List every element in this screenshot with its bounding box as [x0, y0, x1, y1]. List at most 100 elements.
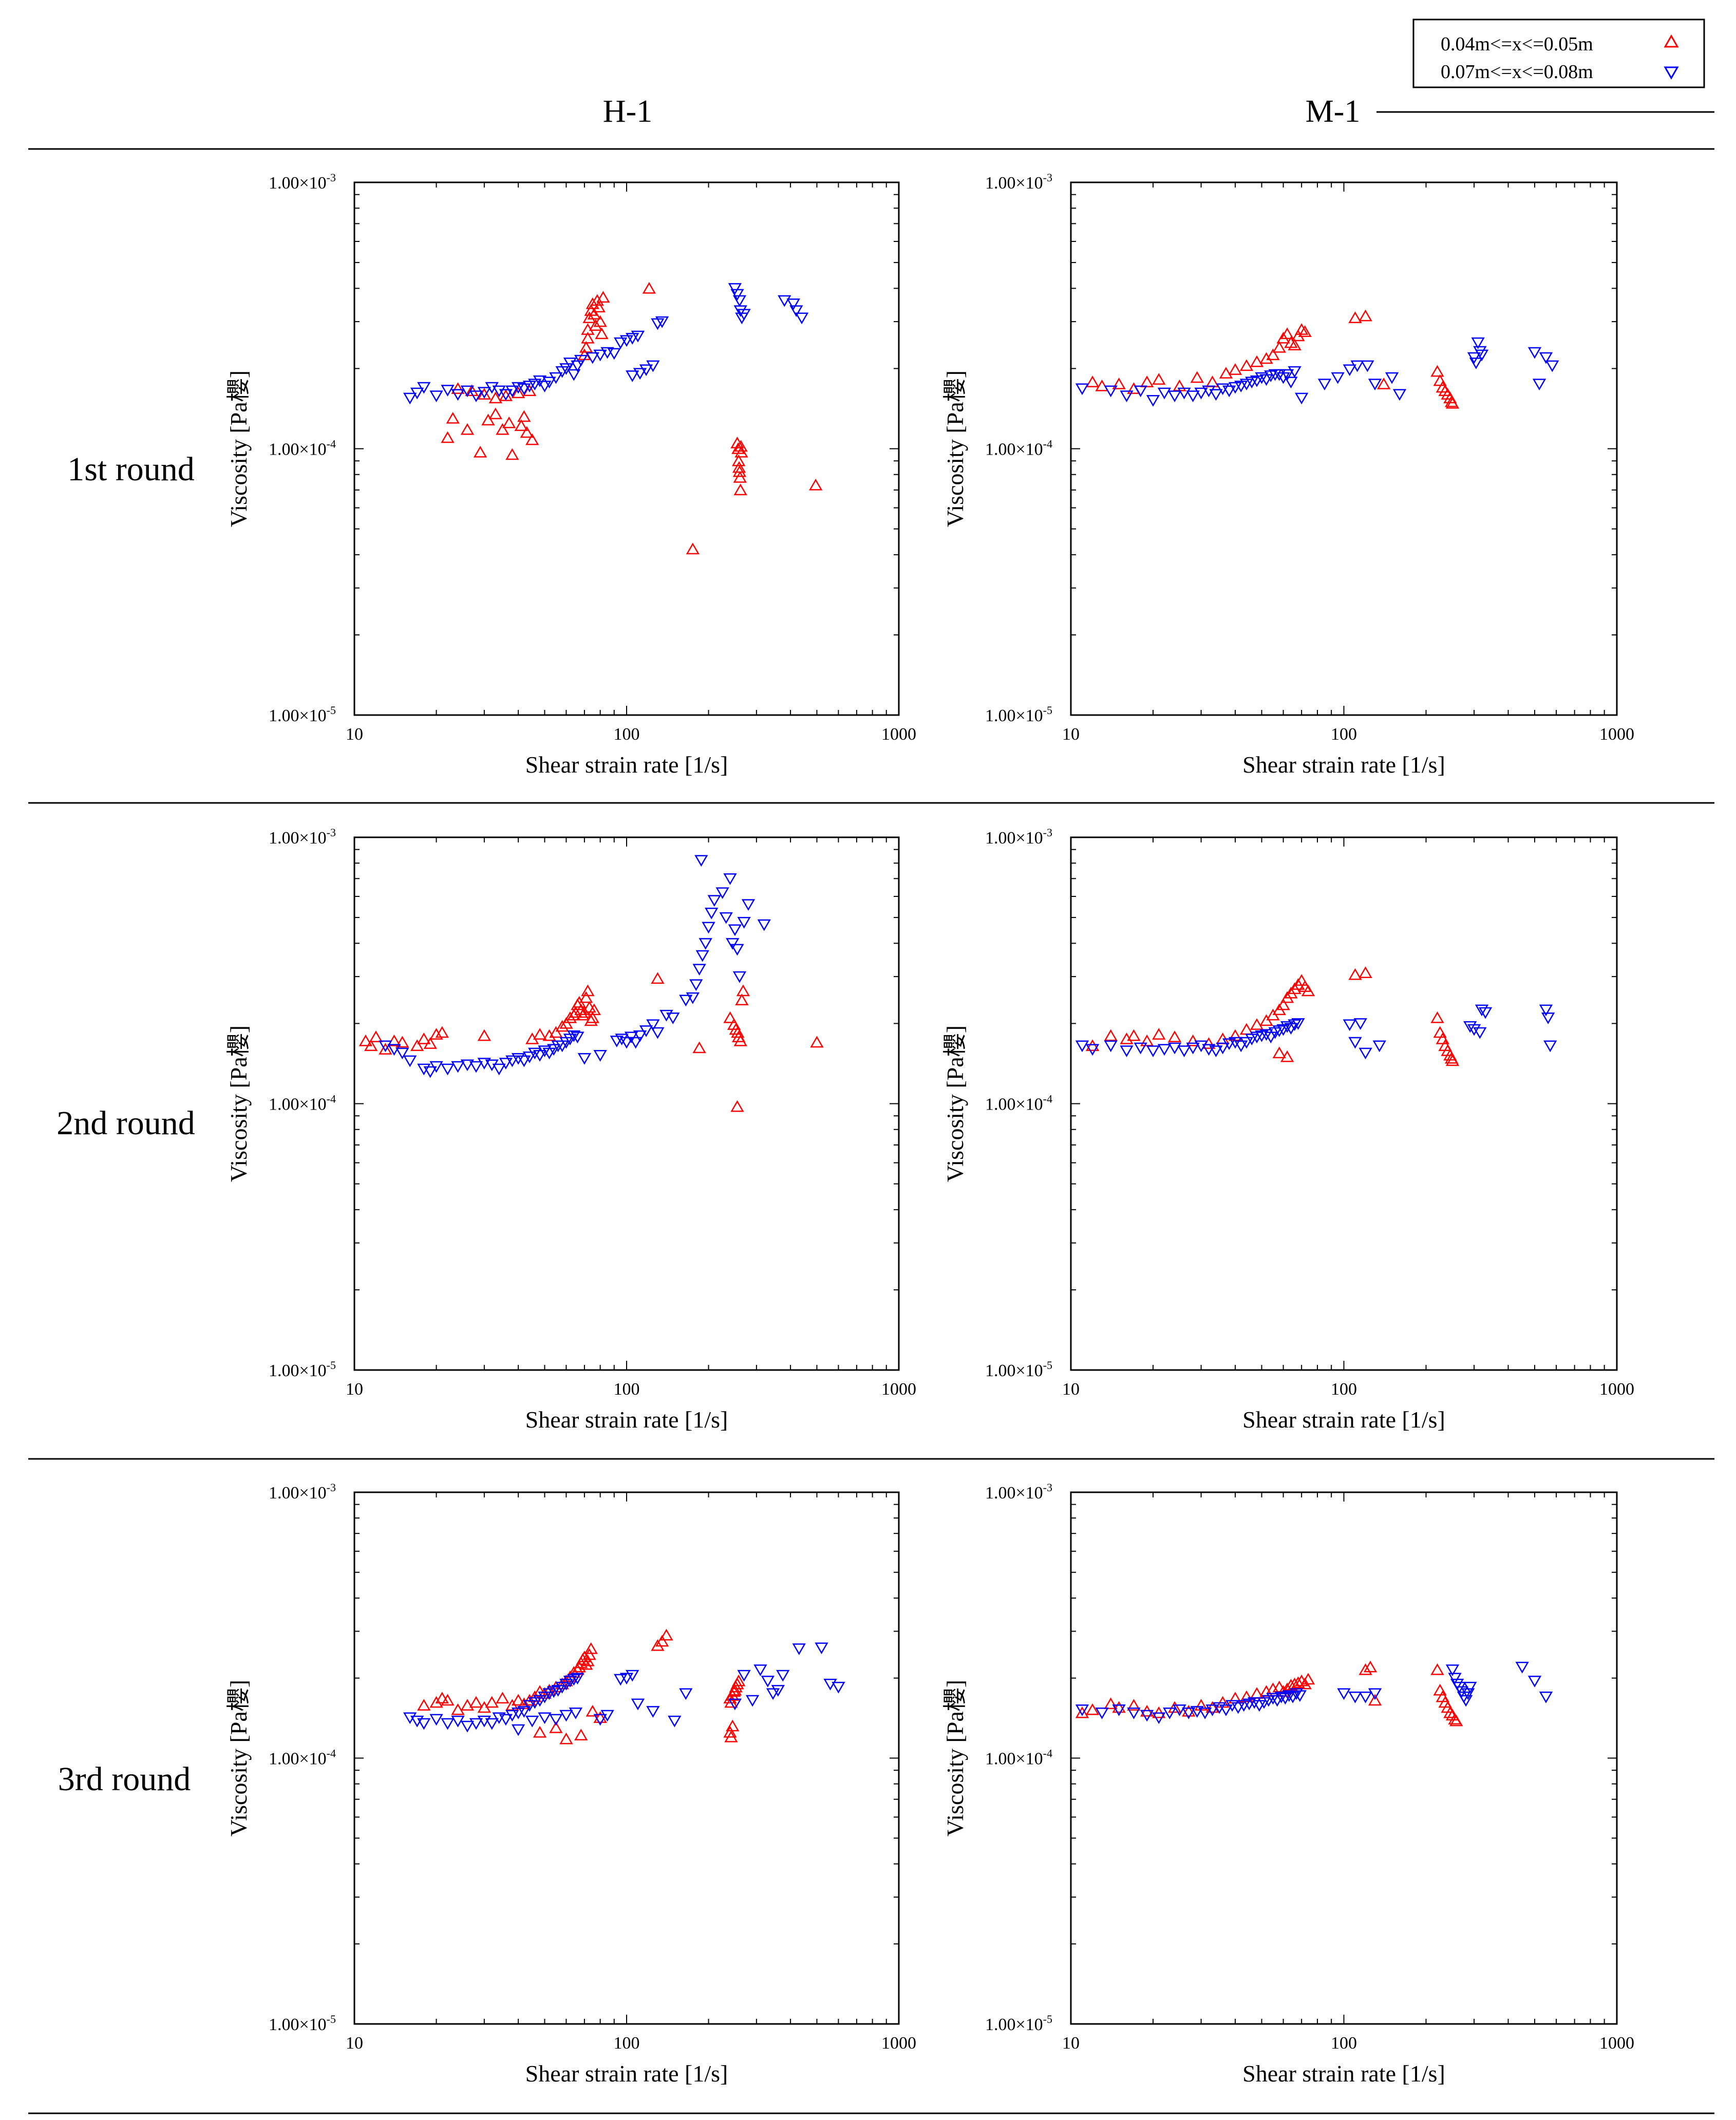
- data-point-series-b: [689, 979, 703, 991]
- y-tick-exponent: -3: [327, 171, 336, 184]
- data-point-series-b: [1120, 1045, 1134, 1057]
- data-point-series-b: [1190, 1706, 1204, 1718]
- data-point-series-b: [460, 1720, 475, 1733]
- data-point-series-a: [584, 1642, 598, 1654]
- data-point-series-b: [1167, 390, 1182, 402]
- data-point-series-b: [1284, 377, 1298, 389]
- row-title-1st: 1st round: [67, 451, 195, 488]
- data-point-series-a: [410, 1039, 424, 1051]
- data-point-series-a: [723, 1011, 737, 1023]
- data-point-series-b: [1157, 387, 1172, 400]
- x-tick-label: 1000: [881, 1380, 916, 1399]
- data-point-series-b: [1463, 1681, 1477, 1694]
- data-point-series-b: [815, 1642, 828, 1655]
- data-point-series-b: [1280, 369, 1294, 381]
- data-point-series-b: [499, 1058, 513, 1070]
- data-point-series-b: [776, 1669, 790, 1682]
- data-point-series-b: [1368, 379, 1382, 390]
- data-point-series-a: [569, 1006, 583, 1018]
- y-tick-exponent: -4: [1043, 438, 1052, 451]
- data-point-series-a: [555, 1020, 569, 1032]
- data-point-series-b: [571, 1673, 584, 1685]
- data-point-series-a: [579, 991, 593, 1003]
- data-point-series-b: [451, 389, 465, 401]
- data-point-series-a: [589, 319, 603, 331]
- y-tick-exponent: -5: [1043, 704, 1052, 717]
- data-point-series-b: [533, 1049, 547, 1062]
- data-point-series-a: [549, 1026, 563, 1038]
- data-point-series-a: [730, 1100, 744, 1112]
- data-point-series-a: [1167, 1701, 1182, 1713]
- data-point-series-b: [441, 385, 455, 397]
- data-point-series-b: [1095, 1708, 1109, 1719]
- data-point-series-b: [1216, 1042, 1230, 1055]
- y-tick-label: 1.00×10-4: [985, 1747, 1052, 1769]
- data-point-series-a: [1259, 352, 1273, 364]
- data-point-series-b: [1194, 387, 1208, 400]
- data-point-series-b: [792, 1643, 806, 1655]
- data-point-series-a: [1443, 1706, 1457, 1718]
- data-point-series-a: [1127, 1699, 1141, 1711]
- data-point-series-b: [395, 1047, 409, 1060]
- data-point-series-a: [1445, 397, 1460, 409]
- y-tick-label: 1.00×10-3: [985, 826, 1052, 848]
- data-point-series-a: [460, 1699, 475, 1711]
- x-tick-label: 10: [346, 1380, 363, 1399]
- data-point-series-b: [477, 1058, 492, 1070]
- data-point-series-b: [1288, 1019, 1301, 1031]
- data-point-series-a: [1291, 1676, 1305, 1689]
- data-point-series-b: [702, 922, 715, 934]
- x-axis-label: Shear strain rate [1/s]: [1242, 2060, 1445, 2087]
- data-point-series-b: [1280, 1021, 1294, 1033]
- data-point-series-b: [614, 1674, 628, 1686]
- data-point-series-b: [651, 1027, 665, 1039]
- y-tick-exponent: -5: [1043, 2013, 1052, 2025]
- y-axis-label: Viscosity [Pa櫻]: [942, 1680, 968, 1836]
- plot-frame: [353, 181, 900, 716]
- data-point-series-b: [499, 1714, 513, 1726]
- data-point-series-b: [1075, 1040, 1089, 1053]
- data-point-series-a: [379, 1043, 392, 1055]
- data-point-series-a: [1239, 1023, 1254, 1035]
- y-tick-exponent: -4: [327, 438, 336, 451]
- y-tick-label: 1.00×10-3: [269, 1481, 336, 1503]
- data-point-series-b: [1163, 1708, 1177, 1719]
- data-point-series-b: [753, 1664, 767, 1676]
- y-tick-label: 1.00×10-5: [269, 1359, 336, 1380]
- data-point-series-b: [1543, 1040, 1557, 1053]
- data-point-series-b: [538, 1712, 552, 1724]
- data-point-series-b: [559, 1710, 573, 1722]
- data-point-series-a: [1272, 341, 1286, 353]
- row-title-3rd: 3rd round: [58, 1760, 191, 1798]
- data-point-series-a: [1363, 1660, 1378, 1673]
- data-point-series-b: [694, 855, 708, 867]
- legend-label-series-b: 0.07m<=x<=0.08m: [1441, 61, 1593, 83]
- data-point-series-b: [1167, 1042, 1182, 1055]
- data-point-series-b: [1198, 1708, 1212, 1719]
- data-point-series-a: [1430, 1663, 1444, 1675]
- data-point-series-a: [417, 1032, 431, 1044]
- data-point-series-b: [737, 917, 751, 929]
- data-point-series-a: [435, 1026, 449, 1038]
- data-point-series-a: [1085, 1703, 1100, 1715]
- data-point-series-a: [724, 1696, 738, 1708]
- data-point-series-b: [705, 908, 719, 920]
- data-point-series-b: [574, 354, 588, 367]
- data-point-series-a: [525, 433, 539, 445]
- chart-panel: 10 100 1000 1.00×10-5 1.00×10-4 1.00×10-3 Shea…: [942, 1481, 1634, 2087]
- data-point-series-b: [728, 1698, 742, 1711]
- data-point-series-b: [451, 1715, 465, 1728]
- data-point-series-a: [659, 1628, 673, 1641]
- data-point-series-b: [469, 390, 483, 402]
- data-point-series-b: [1282, 1690, 1296, 1702]
- y-tick-exponent: -5: [1043, 1359, 1052, 1372]
- chart-panel: 10 100 1000 1.00×10-5 1.00×10-4 1.00×10-3 Shea…: [225, 1481, 916, 2087]
- data-point-series-b: [771, 1685, 785, 1697]
- data-point-series-b: [1358, 1047, 1372, 1060]
- data-point-series-b: [1527, 1676, 1542, 1687]
- data-point-series-b: [569, 1708, 583, 1719]
- data-point-series-b: [492, 385, 506, 398]
- data-point-series-b: [619, 335, 634, 347]
- data-point-series-a: [1288, 339, 1301, 350]
